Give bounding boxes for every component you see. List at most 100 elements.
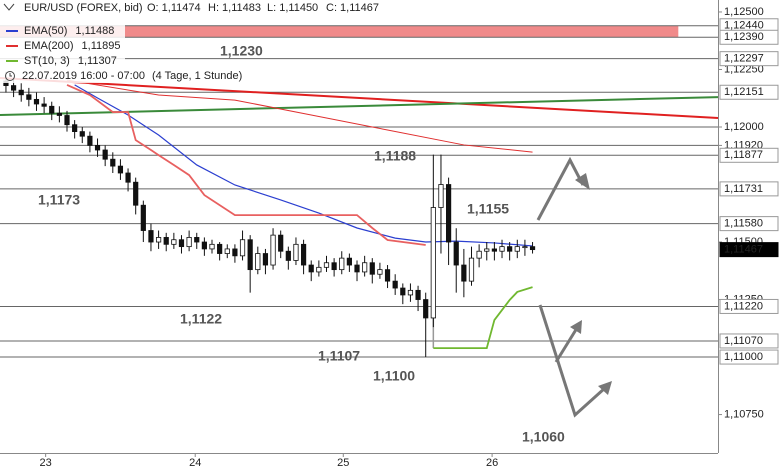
supertrend-line (433, 286, 533, 349)
legend-bg (0, 54, 125, 68)
candle-body (26, 94, 32, 100)
candle-body (331, 262, 337, 271)
annotation: 1,1100 (373, 368, 415, 384)
period: 22.07.2019 16:00 - 07:00 (22, 70, 145, 82)
arrow (536, 156, 585, 221)
arrow-head (570, 320, 582, 334)
level-box (719, 51, 779, 67)
candle-body (10, 85, 17, 91)
legend-name: EMA(200) (24, 40, 74, 52)
x-tick-label: 25 (337, 457, 349, 469)
candle-body (423, 299, 429, 319)
level-label: 1,12000 (724, 121, 764, 133)
candle-body (270, 234, 276, 266)
legend-value: 1,11307 (78, 55, 117, 67)
candle-body (377, 269, 383, 275)
level-box (719, 147, 779, 163)
candle-body (392, 280, 398, 289)
candle-body (163, 237, 169, 245)
level-label: 1,11731 (724, 183, 763, 195)
level-box (719, 349, 779, 365)
x-tick-label: 26 (486, 457, 498, 469)
candle-body (102, 149, 108, 160)
candle-body (476, 250, 482, 259)
collapse-icon (3, 3, 15, 11)
candle-body (209, 243, 215, 250)
candle-body (400, 287, 406, 296)
candle-body (232, 248, 238, 257)
y-tick-label: 1,12250 (724, 63, 764, 75)
legend: EUR/USD (FOREX, bid) O: 1,11474 H: 1,114… (0, 0, 400, 83)
annotation: 1,1155 (467, 201, 509, 217)
candle-body (522, 246, 528, 249)
quote: H: 1,11483 (208, 2, 261, 14)
candle-body (499, 246, 505, 252)
candle-body (125, 172, 131, 183)
candle-body (171, 239, 177, 245)
candle-body (224, 248, 230, 254)
candle-body (445, 184, 452, 243)
level-label: 1,11877 (724, 149, 763, 161)
quote: O: 1,11474 (147, 2, 201, 14)
clock-icon (5, 71, 15, 81)
annotations: 1,1230 1,1173 1,1188 1,1155 1,1122 1,1107 1,11… (38, 43, 565, 445)
legend-value: 1,11488 (75, 25, 114, 37)
candle-body (33, 98, 40, 105)
legend-name: ST(10, 3) (24, 55, 70, 67)
candle-body (87, 135, 93, 146)
candle-body (194, 237, 200, 243)
level-label: 1,12151 (724, 86, 764, 98)
candle-body (468, 257, 475, 282)
legend-name: EMA(50) (24, 25, 67, 37)
annotation: 1,1173 (38, 192, 80, 208)
candle-body (110, 158, 116, 167)
legend-bg (0, 24, 125, 38)
level-box (719, 333, 779, 349)
candle-body (514, 246, 520, 252)
candle-body (453, 241, 459, 266)
candle-body (41, 103, 47, 107)
candle-body (72, 124, 78, 132)
level-label: 1,11000 (724, 351, 763, 363)
candle-body (354, 264, 360, 273)
candle-body (186, 237, 192, 248)
candle-body (430, 207, 436, 319)
level-box (719, 181, 779, 197)
legend-bg (0, 68, 270, 83)
y-tick-label: 1,10750 (724, 408, 764, 420)
candle-body (247, 239, 253, 271)
arrow-head (575, 173, 590, 190)
candle-body (346, 257, 352, 266)
candle-body (64, 115, 70, 126)
candle-body (407, 289, 414, 296)
candle-body (415, 289, 421, 300)
candle-body (369, 262, 375, 275)
resistance-band (0, 25, 679, 38)
candle-body (384, 269, 391, 282)
candle-body (529, 246, 536, 251)
level-label: 1,12440 (724, 20, 764, 32)
candle-body (56, 112, 62, 116)
candle-body (323, 262, 330, 268)
candle-body (339, 257, 345, 271)
level-box (719, 242, 779, 258)
annotation: 1,1107 (318, 348, 360, 364)
arrow (538, 304, 607, 418)
candle-body (438, 184, 444, 208)
legend-value: 1,11895 (82, 40, 121, 52)
annotation: 1,1060 (522, 429, 565, 445)
candle-body (79, 131, 85, 137)
candle-body (201, 241, 207, 250)
candle-body (491, 248, 497, 252)
trendline (0, 76, 719, 120)
candle-body (49, 105, 55, 114)
candle-body (461, 264, 467, 282)
level-label: 1,11580 (724, 218, 763, 230)
candle-body (117, 165, 124, 174)
level-label: 1,12297 (724, 53, 764, 65)
candle-body (293, 243, 299, 261)
level-label: 1,11467 (724, 244, 763, 256)
annotation: 1,1230 (220, 43, 263, 59)
candle-body (217, 243, 223, 254)
